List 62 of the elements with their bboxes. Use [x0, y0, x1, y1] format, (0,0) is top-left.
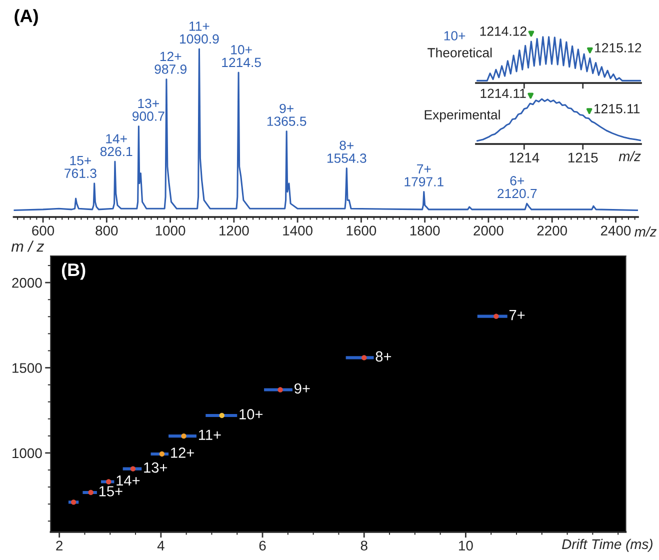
annotation: 1214.11: [480, 88, 526, 98]
point: [88, 490, 94, 496]
annotation: 1214.12: [480, 26, 526, 36]
y-tick-label: 1500: [12, 363, 42, 373]
x-axis-title: m/z: [634, 226, 657, 237]
y-tick-label: 2000: [12, 278, 42, 288]
annotation: 6+ 2120.7: [498, 176, 537, 198]
x-tick-label: 600: [32, 226, 54, 236]
annotation: 7+ 1797.1: [404, 164, 444, 186]
annotation: 9+ 1365.5: [267, 104, 306, 126]
x-tick-label: 2: [56, 540, 62, 550]
series-label: Theoretical: [428, 48, 492, 58]
x-tick-label: 1214: [510, 152, 540, 162]
x-tick-label: 4: [157, 540, 164, 550]
annotation: 8+: [376, 351, 392, 362]
annotation: 15+ 761.3: [64, 156, 96, 178]
point: [106, 479, 112, 484]
x-tick-label: 2200: [537, 226, 567, 236]
annotation: 15+: [99, 486, 122, 496]
text: 10+: [444, 31, 466, 40]
annotation: 12+: [171, 448, 194, 458]
annotation: 9+: [294, 383, 310, 394]
annotation: 13+: [144, 462, 168, 473]
x-tick-label: 10: [459, 540, 473, 551]
annotation: 1215.12: [595, 43, 642, 52]
x-tick-label: 1215: [568, 152, 598, 163]
annotation: 11+: [198, 430, 221, 440]
x-tick-label: 1000: [156, 226, 186, 236]
chart-title: (A): [14, 9, 38, 26]
point: [219, 412, 224, 418]
point: [70, 500, 76, 505]
x-tick-label: 8: [360, 540, 368, 551]
annotation: 10+ 1214.5: [222, 45, 261, 68]
annotation: 11+ 1090.9: [180, 22, 219, 44]
annotation: 7+: [509, 310, 525, 320]
point: [362, 355, 367, 360]
x-axis-title: Drift Time (ms): [562, 538, 652, 552]
annotation: 1215.11: [594, 104, 640, 114]
x-tick-label: 2000: [474, 226, 504, 236]
annotation: 14+ 826.1: [100, 134, 132, 156]
y-axis-title: m / z: [11, 240, 44, 252]
point: [278, 387, 283, 392]
annotation: 14+: [116, 475, 140, 486]
point: [159, 451, 165, 457]
x-tick-label: 1800: [410, 226, 440, 236]
point: [181, 433, 186, 439]
x-tick-label: 2400: [600, 226, 631, 236]
series-label: Experimental: [424, 110, 500, 122]
point: [494, 314, 499, 319]
x-tick-label: 1600: [346, 226, 376, 236]
point: [130, 466, 136, 472]
annotation: 13+ 900.7: [132, 98, 164, 121]
x-tick-label: 1400: [283, 226, 312, 236]
chart-title: (B): [62, 262, 86, 280]
x-tick-label: 800: [96, 226, 118, 236]
annotation: 12+ 987.9: [154, 52, 186, 74]
y-tick-label: 1000: [12, 448, 42, 458]
x-tick-label: 1200: [220, 226, 249, 236]
x-tick-label: 6: [259, 540, 266, 551]
annotation: 8+ 1554.3: [327, 140, 366, 163]
x-axis-title: m/z: [618, 151, 641, 162]
annotation: 10+: [240, 409, 263, 420]
